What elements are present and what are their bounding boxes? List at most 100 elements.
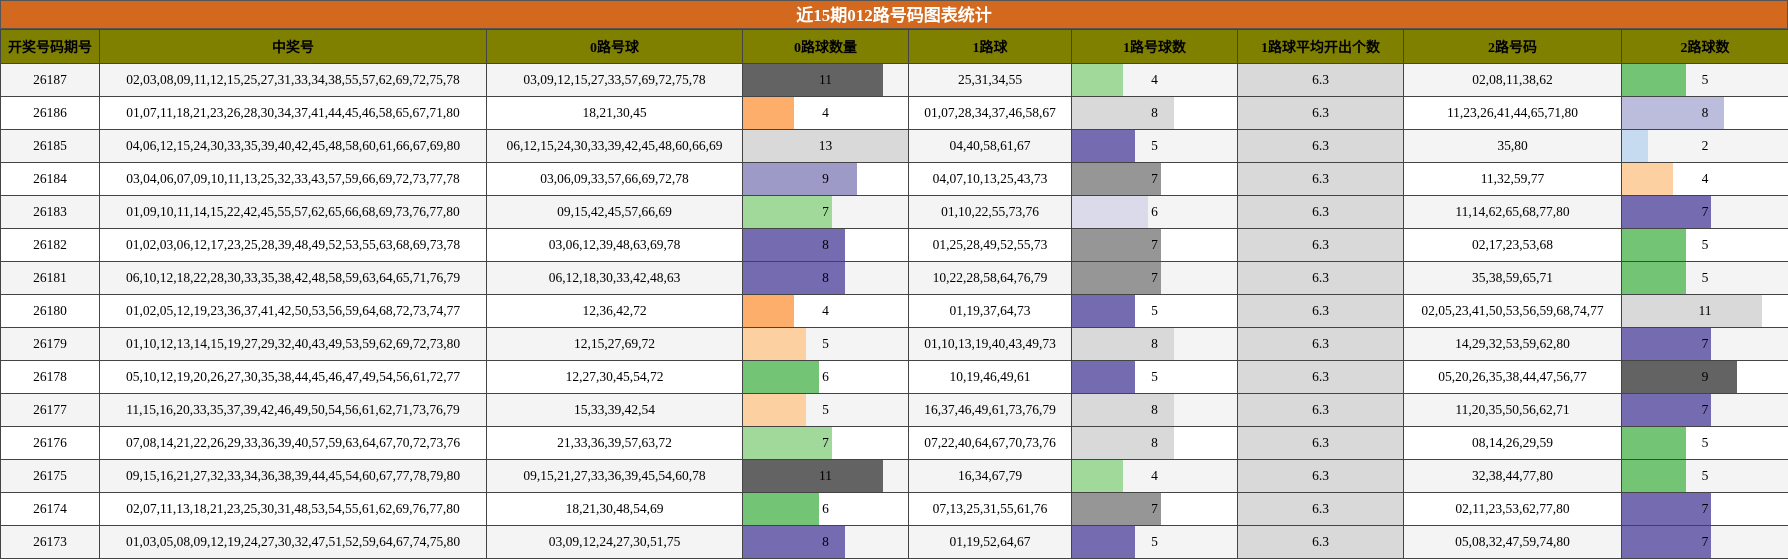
- route0-count-cell-bar: [743, 526, 845, 558]
- route2-balls-cell: 11,32,59,77: [1404, 163, 1622, 196]
- route0-count-cell-value: 4: [822, 105, 829, 120]
- route0-count-cell: 7: [743, 196, 909, 229]
- header-row: 开奖号码期号 中奖号 0路号球 0路球数量 1路球 1路号球数 1路球平均开出个…: [1, 30, 1788, 64]
- route0-count-cell: 4: [743, 97, 909, 130]
- winning-numbers-cell: 01,07,11,18,21,23,26,28,30,34,37,41,44,4…: [100, 97, 487, 130]
- header-route2-balls: 2路号码: [1404, 30, 1622, 64]
- route0-count-cell-bar: [743, 163, 857, 195]
- route0-count-cell-bar: [743, 64, 883, 96]
- winning-numbers-cell: 03,04,06,07,09,10,11,13,25,32,33,43,57,5…: [100, 163, 487, 196]
- route0-count-cell-value: 8: [822, 237, 829, 252]
- route1-count-cell: 5: [1072, 295, 1238, 328]
- route1-average-cell: 6.3: [1238, 394, 1404, 427]
- route1-balls-cell: 01,10,22,55,73,76: [909, 196, 1072, 229]
- route0-balls-cell: 21,33,36,39,57,63,72: [487, 427, 743, 460]
- route1-balls-cell: 04,40,58,61,67: [909, 130, 1072, 163]
- route1-count-cell: 4: [1072, 64, 1238, 97]
- route0-count-cell-value: 6: [822, 501, 829, 516]
- route2-count-cell-bar: [1622, 229, 1686, 261]
- route0-count-cell-bar: [743, 427, 832, 459]
- route1-count-cell: 4: [1072, 460, 1238, 493]
- route1-count-cell-value: 7: [1151, 237, 1158, 252]
- route0-balls-cell: 06,12,15,24,30,33,39,42,45,48,60,66,69: [487, 130, 743, 163]
- route2-count-cell: 4: [1622, 163, 1788, 196]
- route0-count-cell: 5: [743, 394, 909, 427]
- period-cell: 26181: [1, 262, 100, 295]
- route2-balls-cell: 35,38,59,65,71: [1404, 262, 1622, 295]
- route0-count-cell: 6: [743, 493, 909, 526]
- route2-count-cell-value: 7: [1702, 534, 1709, 549]
- route0-count-cell-value: 11: [819, 468, 832, 483]
- route1-count-cell: 8: [1072, 97, 1238, 130]
- route1-count-cell-bar: [1072, 295, 1135, 327]
- route1-balls-cell: 01,10,13,19,40,43,49,73: [909, 328, 1072, 361]
- route1-count-cell: 8: [1072, 328, 1238, 361]
- winning-numbers-cell: 01,02,05,12,19,23,36,37,41,42,50,53,56,5…: [100, 295, 487, 328]
- route1-average-cell: 6.3: [1238, 262, 1404, 295]
- route2-balls-cell: 02,17,23,53,68: [1404, 229, 1622, 262]
- route0-balls-cell: 03,09,12,24,27,30,51,75: [487, 526, 743, 559]
- route0-count-cell: 11: [743, 460, 909, 493]
- route1-balls-cell: 10,19,46,49,61: [909, 361, 1072, 394]
- route2-count-cell-value: 8: [1702, 105, 1709, 120]
- winning-numbers-cell: 05,10,12,19,20,26,27,30,35,38,44,45,46,4…: [100, 361, 487, 394]
- winning-numbers-cell: 01,03,05,08,09,12,19,24,27,30,32,47,51,5…: [100, 526, 487, 559]
- route1-count-cell-bar: [1072, 328, 1174, 360]
- route2-count-cell: 9: [1622, 361, 1788, 394]
- route2-balls-cell: 35,80: [1404, 130, 1622, 163]
- route1-count-cell-bar: [1072, 394, 1174, 426]
- period-cell: 26185: [1, 130, 100, 163]
- route2-count-cell-bar: [1622, 196, 1711, 228]
- route2-count-cell-bar: [1622, 97, 1724, 129]
- route0-count-cell-value: 6: [822, 369, 829, 384]
- route1-count-cell-value: 8: [1151, 336, 1158, 351]
- route0-balls-cell: 09,15,42,45,57,66,69: [487, 196, 743, 229]
- route1-count-cell-bar: [1072, 526, 1135, 558]
- route2-count-cell-value: 7: [1702, 336, 1709, 351]
- route1-average-cell: 6.3: [1238, 64, 1404, 97]
- statistics-table: 开奖号码期号 中奖号 0路号球 0路球数量 1路球 1路号球数 1路球平均开出个…: [0, 29, 1788, 559]
- route1-balls-cell: 04,07,10,13,25,43,73: [909, 163, 1072, 196]
- winning-numbers-cell: 01,09,10,11,14,15,22,42,45,55,57,62,65,6…: [100, 196, 487, 229]
- winning-numbers-cell: 07,08,14,21,22,26,29,33,36,39,40,57,59,6…: [100, 427, 487, 460]
- period-cell: 26184: [1, 163, 100, 196]
- header-winning-numbers: 中奖号: [100, 30, 487, 64]
- route0-balls-cell: 06,12,18,30,33,42,48,63: [487, 262, 743, 295]
- route1-count-cell-bar: [1072, 427, 1174, 459]
- route2-count-cell-bar: [1622, 64, 1686, 96]
- route0-count-cell-value: 11: [819, 72, 832, 87]
- route1-count-cell-value: 8: [1151, 402, 1158, 417]
- route0-count-cell-value: 13: [819, 138, 833, 153]
- winning-numbers-cell: 02,03,08,09,11,12,15,25,27,31,33,34,38,5…: [100, 64, 487, 97]
- route2-balls-cell: 05,20,26,35,38,44,47,56,77: [1404, 361, 1622, 394]
- table-title: 近15期012路号码图表统计: [0, 0, 1788, 29]
- route0-balls-cell: 09,15,21,27,33,36,39,45,54,60,78: [487, 460, 743, 493]
- period-cell: 26175: [1, 460, 100, 493]
- period-cell: 26179: [1, 328, 100, 361]
- route2-count-cell: 5: [1622, 427, 1788, 460]
- header-route0-count: 0路球数量: [743, 30, 909, 64]
- period-cell: 26177: [1, 394, 100, 427]
- route0-count-cell: 6: [743, 361, 909, 394]
- route1-count-cell-bar: [1072, 64, 1123, 96]
- route0-count-cell-bar: [743, 328, 806, 360]
- route2-balls-cell: 32,38,44,77,80: [1404, 460, 1622, 493]
- route1-count-cell-value: 5: [1151, 369, 1158, 384]
- route2-count-cell: 5: [1622, 460, 1788, 493]
- route1-count-cell: 7: [1072, 163, 1238, 196]
- route0-count-cell-value: 4: [822, 303, 829, 318]
- route1-average-cell: 6.3: [1238, 130, 1404, 163]
- route0-count-cell: 11: [743, 64, 909, 97]
- route1-average-cell: 6.3: [1238, 427, 1404, 460]
- route2-count-cell-value: 9: [1702, 369, 1709, 384]
- period-cell: 26180: [1, 295, 100, 328]
- route0-count-cell-value: 5: [822, 402, 829, 417]
